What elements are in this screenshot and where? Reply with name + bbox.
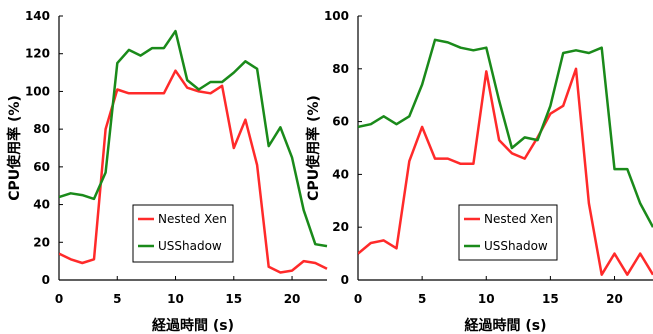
x-tick-label: 10: [478, 292, 495, 306]
series-line-nested-xen: [358, 67, 653, 276]
y-tick-label: 40: [33, 198, 50, 212]
legend-label: USShadow: [484, 239, 548, 253]
x-axis-label: 経過時間 (s): [152, 317, 234, 334]
x-tick-label: 15: [542, 292, 559, 306]
x-tick-label: 0: [354, 292, 362, 306]
y-tick-label: 20: [332, 220, 349, 234]
legend-label: Nested Xen: [158, 212, 227, 226]
x-tick-label: 15: [225, 292, 242, 306]
x-tick-label: 20: [606, 292, 623, 306]
y-tick-label: 120: [25, 47, 50, 61]
legend-label: USShadow: [158, 239, 222, 253]
y-tick-label: 0: [42, 273, 50, 287]
y-axis-label: CPU使用率 (%): [305, 95, 322, 201]
y-tick-label: 0: [341, 273, 349, 287]
series-line-nested-xen: [59, 69, 328, 274]
x-tick-label: 20: [284, 292, 301, 306]
series-line-usshadow: [358, 38, 653, 228]
y-tick-label: 100: [25, 84, 50, 98]
y-tick-label: 80: [33, 122, 50, 136]
y-tick-label: 60: [332, 115, 349, 129]
y-tick-label: 80: [332, 62, 349, 76]
y-tick-label: 40: [332, 167, 349, 181]
y-axis-label: CPU使用率 (%): [6, 95, 23, 201]
series-line-usshadow: [59, 29, 328, 248]
legend: Nested Xen USShadow: [458, 204, 558, 261]
chart-1: 0 20 40 60 80 100 120 140 0 5 10 15 20 経過時間 (s) CPU使用率…: [6, 9, 328, 334]
legend: Nested Xen USShadow: [132, 204, 234, 263]
y-tick-label: 140: [25, 9, 50, 23]
y-tick-label: 60: [33, 160, 50, 174]
y-tick-label: 100: [324, 9, 349, 23]
x-tick-label: 0: [55, 292, 63, 306]
chart-2: 0 20 40 60 80 100 0 5 10 15 20 経過時間 (s) CPU使用率 (%) Ne…: [305, 9, 653, 334]
legend-box: [458, 204, 558, 261]
legend-label: Nested Xen: [484, 212, 553, 226]
y-tick-label: 20: [33, 235, 50, 249]
x-tick-label: 5: [418, 292, 426, 306]
x-tick-label: 5: [113, 292, 121, 306]
legend-box: [132, 204, 234, 263]
x-axis-label: 経過時間 (s): [464, 317, 546, 334]
x-tick-label: 10: [167, 292, 184, 306]
